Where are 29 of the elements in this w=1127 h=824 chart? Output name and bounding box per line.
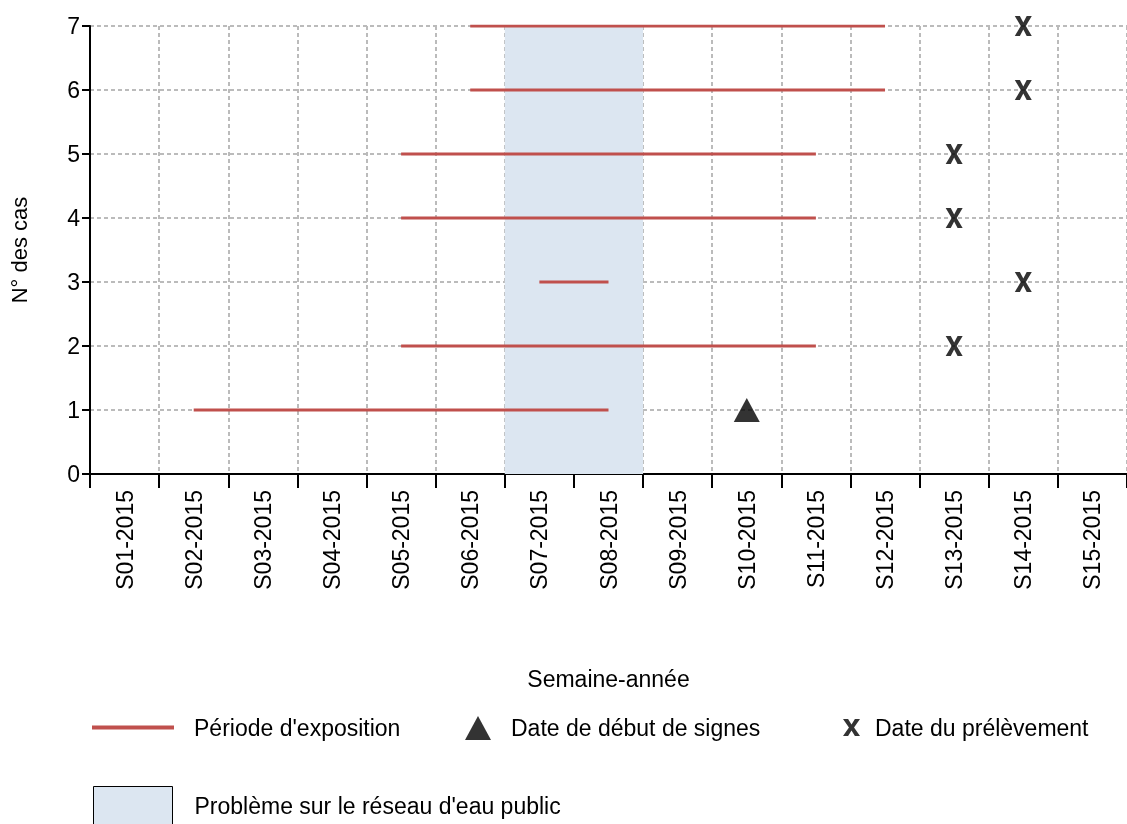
legend-label: Période d'exposition [194,714,401,741]
y-tick-label: 7 [67,13,80,39]
y-tick-label: 4 [67,205,81,231]
x-tick-label: S13-2015 [941,490,968,590]
x-axis-title: Semaine-année [527,665,690,692]
x-tick-label: S09-2015 [664,490,691,590]
y-axis-title: N° des cas [6,196,32,304]
x-tick-label: S11-2015 [802,490,829,589]
legend-label: Date de début de signes [511,715,761,741]
x-tick-label: S05-2015 [388,490,415,590]
x-tick-label: S12-2015 [872,490,899,590]
x-tick-label: S01-2015 [111,490,138,590]
x-tick-label: S15-2015 [1079,490,1106,590]
x-tick-label: S07-2015 [526,490,553,590]
y-tick-label: 1 [67,397,80,423]
x-tick-label: S08-2015 [595,490,622,590]
legend-label: Problème sur le réseau d'eau public [194,792,561,819]
y-tick-label: 5 [67,141,80,167]
y-tick-label: 0 [67,461,80,487]
x-tick-label: S03-2015 [249,490,276,590]
legend-label: Date du prélèvement [875,714,1090,741]
x-tick-label: S06-2015 [457,490,484,590]
x-tick-label: S10-2015 [733,490,760,590]
x-tick-label: S04-2015 [318,490,345,590]
y-tick-label: 2 [67,333,80,359]
y-tick-label: 6 [67,77,80,103]
x-tick-label: S02-2015 [180,490,207,590]
y-tick-label: 3 [67,269,80,295]
x-tick-label: S14-2015 [1010,490,1037,590]
